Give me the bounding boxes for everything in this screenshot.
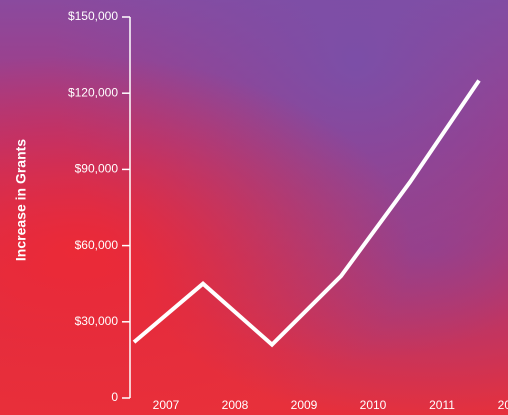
y-tick-label: $60,000 <box>75 238 119 252</box>
y-axis-title: Increase in Grants <box>13 139 29 261</box>
y-tick-label: $30,000 <box>75 314 119 328</box>
x-tick-label: 2012 <box>498 398 508 412</box>
x-tick-label: 2009 <box>291 398 318 412</box>
x-tick-label: 2008 <box>222 398 249 412</box>
y-tick-label: $150,000 <box>68 9 118 23</box>
line <box>134 81 479 345</box>
x-tick-label: 2007 <box>153 398 180 412</box>
x-tick-label: 2011 <box>429 398 455 412</box>
y-tick-label: $90,000 <box>75 162 119 176</box>
y-tick-label: $120,000 <box>68 85 118 99</box>
x-tick-label: 2010 <box>360 398 387 412</box>
chart-background: Increase in Grants 0 $30,000 $60,000 $90,00… <box>0 0 508 415</box>
y-tick-label: 0 <box>111 390 118 404</box>
chart: Increase in Grants 0 $30,000 $60,000 $90,00… <box>0 0 508 415</box>
